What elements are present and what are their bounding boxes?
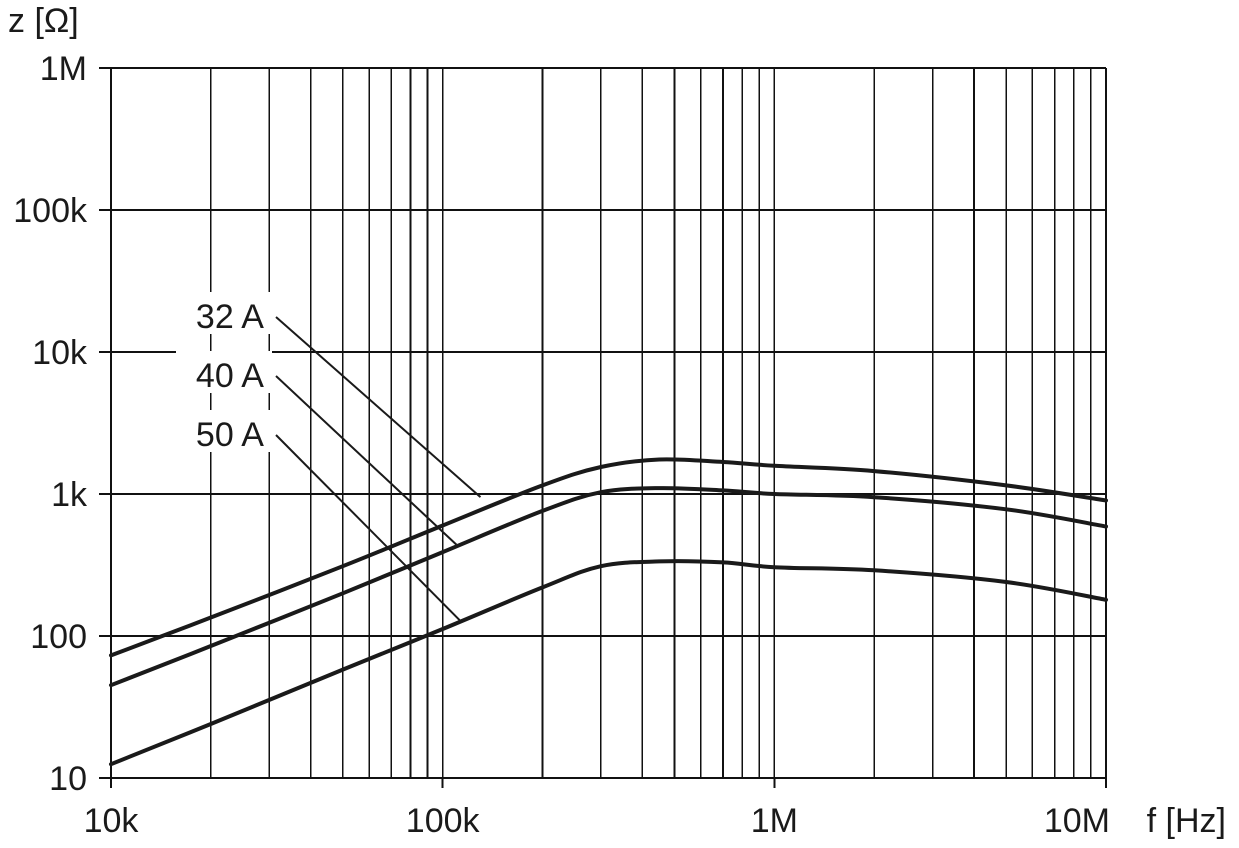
axes	[99, 67, 1107, 788]
series-leader-line-2	[275, 434, 461, 622]
x-tick-label: 1M	[751, 802, 798, 840]
series-label-mask-0	[176, 292, 272, 334]
series-line-2	[109, 559, 1108, 767]
series-label-40a: 40 A	[196, 357, 264, 395]
series-leader-line-1	[275, 375, 458, 546]
y-axis-label: z [Ω]	[8, 2, 79, 40]
series-label-leaders	[275, 316, 482, 622]
series-group	[109, 457, 1108, 767]
y-tick-label: 10k	[32, 334, 88, 372]
x-tick-label: 10M	[1044, 802, 1110, 840]
x-tick-label: 10k	[84, 802, 140, 840]
series-label-mask-1	[176, 351, 272, 393]
series-line-1	[109, 486, 1108, 688]
tick-labels: 10 100 1k 10k 100k 1M 10k 100k 1M 10M	[13, 50, 1110, 840]
y-tick-label: 1k	[51, 476, 88, 514]
y-tick-label: 100	[30, 618, 87, 656]
grid	[111, 68, 1106, 778]
y-tick-label: 1M	[40, 50, 87, 88]
series-labels: 32 A 40 A 50 A	[176, 292, 272, 454]
x-axis-label: f [Hz]	[1147, 802, 1226, 840]
y-tick-label: 10	[49, 760, 87, 798]
series-leader-line-0	[275, 316, 482, 498]
x-tick-label: 100k	[406, 802, 481, 840]
series-line-0	[109, 457, 1108, 658]
y-tick-label: 100k	[13, 192, 88, 230]
series-label-50a: 50 A	[196, 416, 264, 454]
series-label-mask-2	[176, 410, 272, 452]
series-label-32a: 32 A	[196, 298, 264, 336]
